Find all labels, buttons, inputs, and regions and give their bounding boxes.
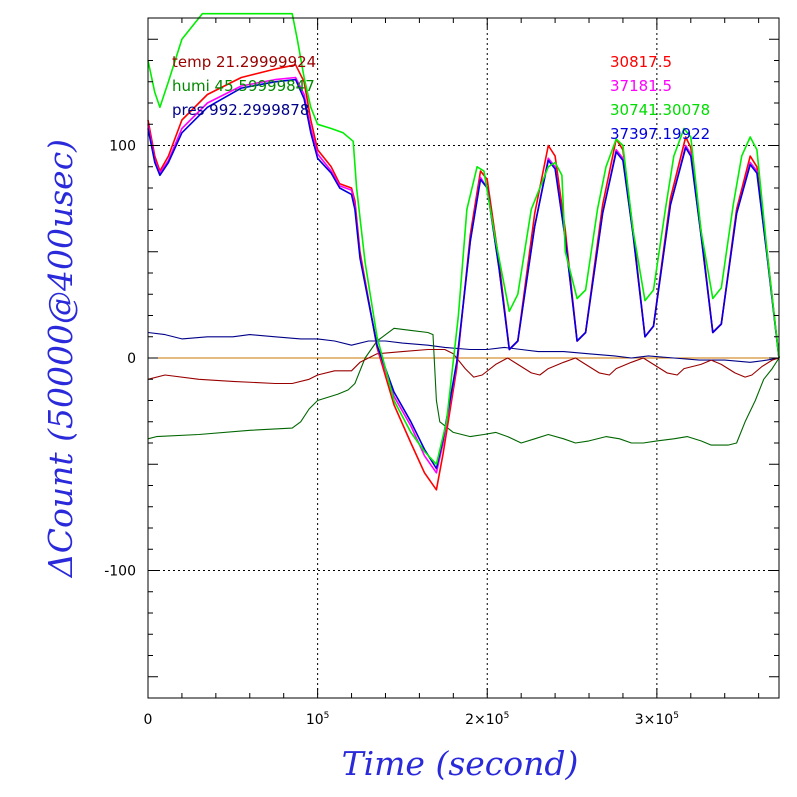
legend-left-entry: temp 21.29999924 [172, 53, 316, 71]
series-layer [147, 12, 780, 491]
legend-right-entry: 30817.5 [610, 53, 672, 71]
legend-right: 30817.5 37181.5 30741.30078 37397.19922 [610, 53, 710, 143]
x-axis-title: Time (second) [342, 744, 579, 783]
y-tick-label: 100 [109, 139, 136, 155]
legend-right-entry: 37397.19922 [610, 125, 710, 143]
legend-left-entry: pres 992.2999878 [172, 101, 309, 119]
x-tick-label: 105 [306, 711, 330, 728]
legend-left: temp 21.29999924 humi 45.59999847 pres 992… [172, 53, 316, 119]
legend-left-entry: humi 45.59999847 [172, 77, 315, 95]
series-line [147, 64, 780, 491]
y-tick-label: 0 [127, 351, 136, 367]
series-line [147, 327, 780, 446]
legend-right-entry: 30741.30078 [610, 101, 710, 119]
tick-labels: 0 105 2×105 3×105 100 0 -100 [104, 139, 679, 729]
x-tick-label: 3×105 [635, 711, 679, 728]
x-tick-label: 2×105 [465, 711, 509, 728]
series-line [147, 348, 780, 385]
series-line [147, 12, 780, 466]
y-tick-label: -100 [104, 564, 136, 580]
legend-right-entry: 37181.5 [610, 77, 672, 95]
tick-marks [147, 18, 779, 698]
y-axis-title: ΔCount (50000@400usec) [41, 139, 80, 579]
x-tick-label: 0 [144, 712, 153, 728]
